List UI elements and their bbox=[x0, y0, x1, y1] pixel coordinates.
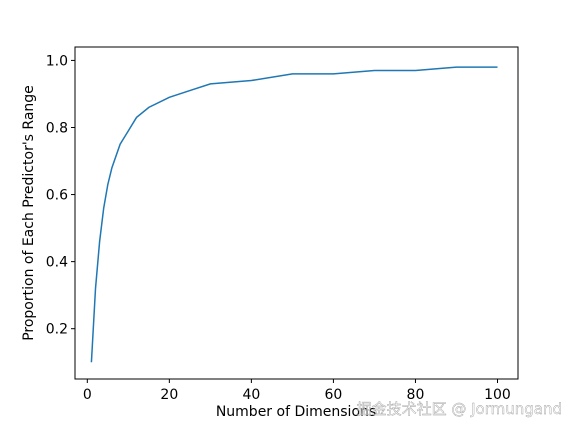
plot-frame bbox=[74, 46, 519, 380]
y-tick-label: 1.0 bbox=[46, 53, 68, 69]
y-tick-label: 0.4 bbox=[46, 255, 68, 271]
x-tick-label: 40 bbox=[242, 387, 260, 403]
line-series bbox=[90, 66, 498, 363]
x-tick-label: 60 bbox=[325, 387, 343, 403]
x-tick-label: 100 bbox=[484, 387, 511, 403]
y-tick-label: 0.6 bbox=[46, 188, 68, 204]
y-tick-label: 0.8 bbox=[46, 120, 68, 136]
y-tick-label: 0.2 bbox=[46, 322, 68, 338]
x-tick-label: 0 bbox=[83, 387, 92, 403]
x-tick-label: 20 bbox=[160, 387, 178, 403]
x-axis-label: Number of Dimensions bbox=[216, 404, 376, 420]
watermark: 掘金技术社区 @ Jormungand bbox=[357, 400, 562, 418]
y-axis-label: Proportion of Each Predictor's Range bbox=[21, 85, 37, 341]
x-tick-label: 80 bbox=[407, 387, 425, 403]
